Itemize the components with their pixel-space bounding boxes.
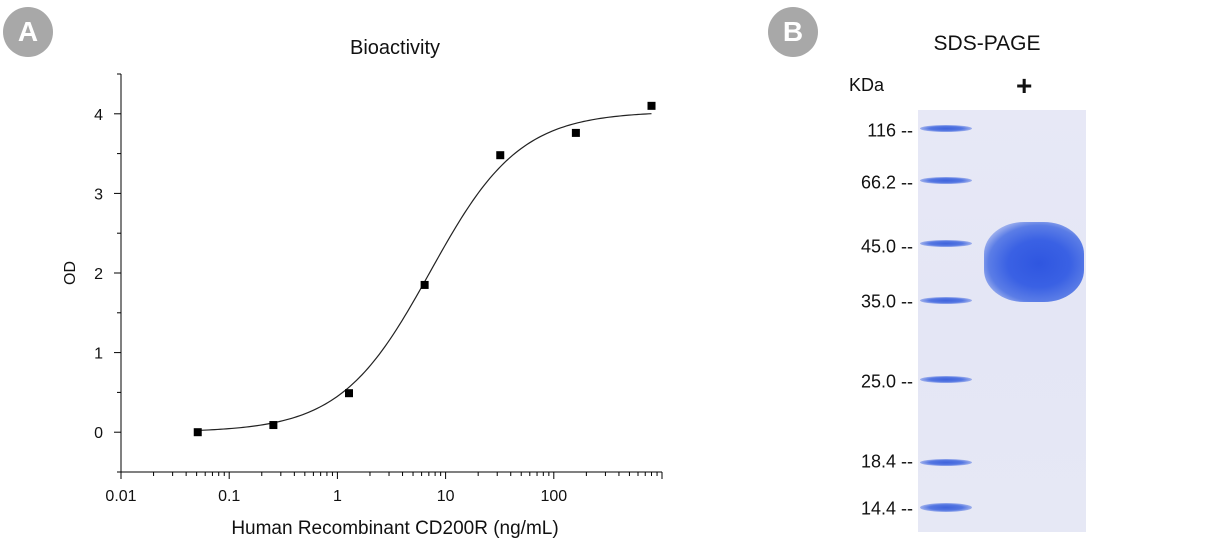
y-tick-label: 2 (94, 266, 103, 283)
marker-band-18 (920, 459, 972, 466)
data-point (193, 428, 202, 437)
x-tick-label: 100 (540, 488, 567, 505)
marker-band-66 (920, 177, 972, 184)
panel-b-badge: B (768, 7, 818, 57)
y-tick-label: 4 (94, 107, 103, 124)
mw-label-14: 14.4 -- (860, 498, 913, 519)
data-point (496, 151, 505, 160)
gel-title: SDS-PAGE (933, 32, 1041, 55)
y-tick-label: 3 (94, 186, 103, 203)
data-point (647, 101, 656, 110)
y-axis-label: OD (62, 261, 79, 285)
gel-unit-label: KDa (849, 75, 885, 95)
y-tick-label: 1 (94, 346, 103, 363)
mw-label-25: 25.0 -- (860, 371, 913, 392)
y-tick-label: 0 (94, 425, 103, 442)
marker-band-116 (920, 125, 972, 132)
x-tick-label: 1 (333, 488, 342, 505)
fit-curve (197, 113, 652, 432)
x-tick-label: 0.01 (105, 488, 136, 505)
marker-band-25 (920, 376, 972, 383)
x-tick-label: 0.1 (218, 488, 240, 505)
gel-lane-label: + (1016, 70, 1033, 101)
mw-label-18: 18.4 -- (860, 451, 913, 472)
marker-band-45 (920, 240, 972, 247)
marker-band-14 (920, 503, 972, 512)
data-point (269, 421, 278, 430)
x-tick-label: 10 (437, 488, 455, 505)
chart-title: Bioactivity (350, 37, 440, 59)
gel-image (918, 110, 1086, 532)
marker-band-35 (920, 297, 972, 304)
bioactivity-chart: Bioactivity Human Recombinant CD200R (ng… (62, 37, 663, 539)
mw-label-66: 66.2 -- (860, 172, 913, 193)
x-axis-label: Human Recombinant CD200R (ng/mL) (231, 518, 558, 539)
mw-label-45: 45.0 -- (860, 236, 913, 257)
data-point (420, 280, 429, 289)
data-point (571, 128, 580, 137)
panel-a-badge: A (3, 7, 53, 57)
data-point (345, 389, 354, 398)
mw-label-35: 35.0 -- (860, 291, 913, 312)
mw-label-116: 116 -- (867, 120, 913, 141)
sample-band (984, 222, 1084, 302)
